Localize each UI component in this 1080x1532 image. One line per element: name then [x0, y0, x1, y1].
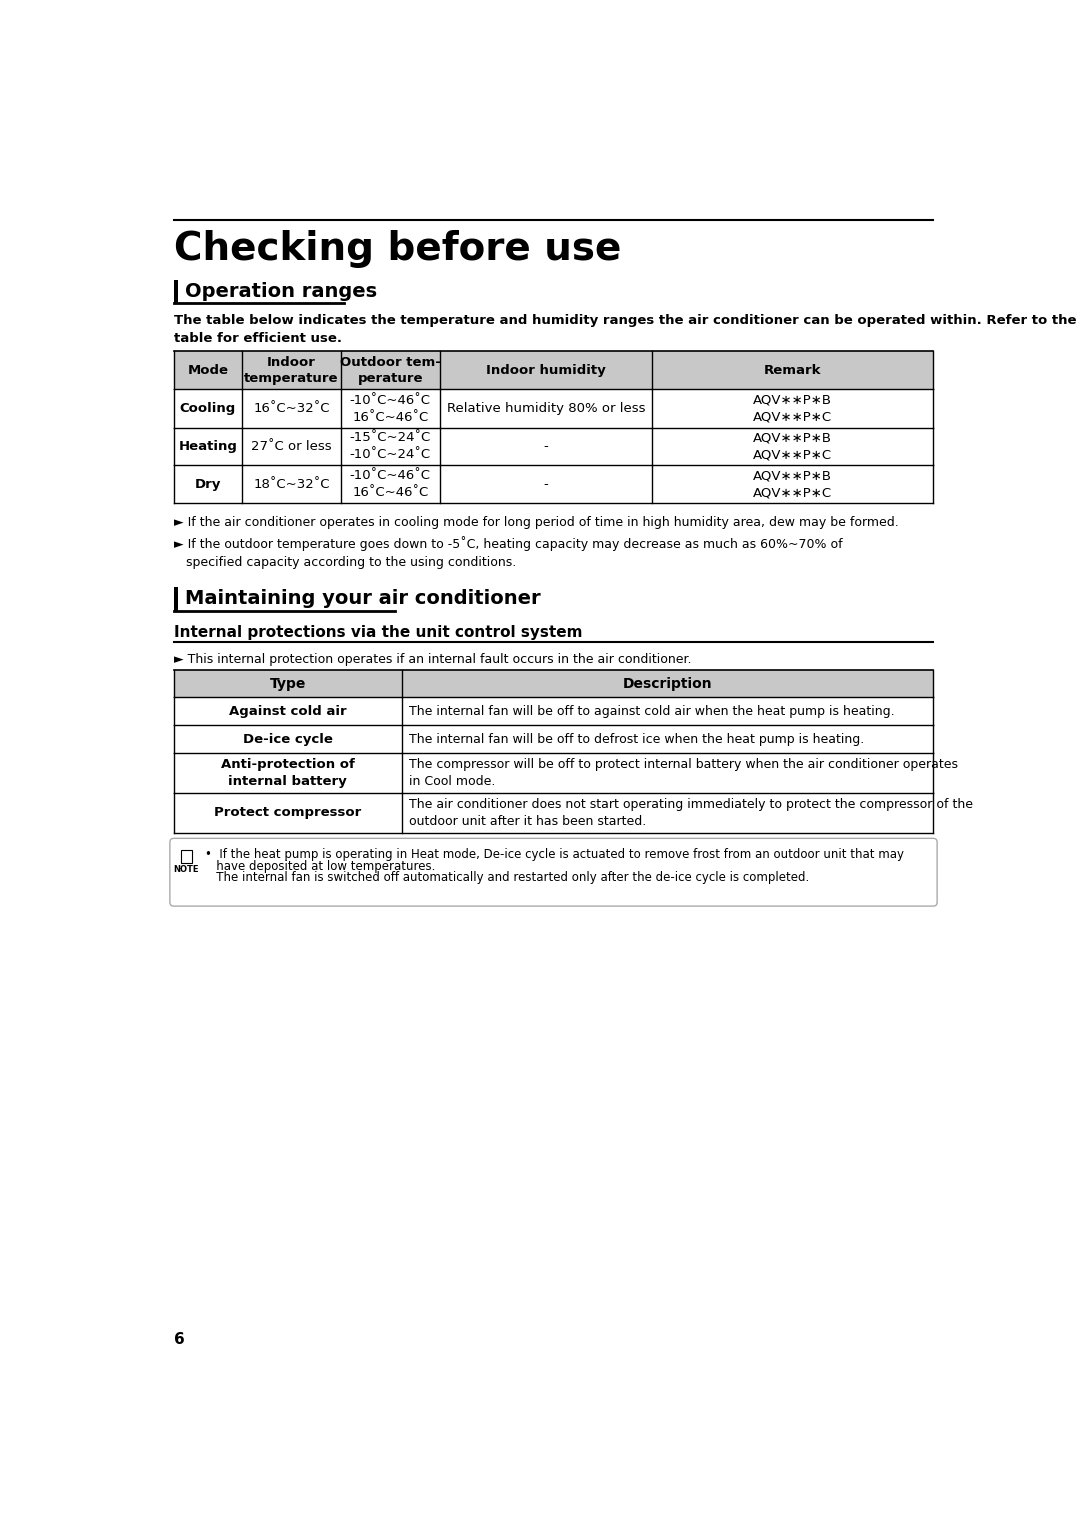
Text: The table below indicates the temperature and humidity ranges the air conditione: The table below indicates the temperatur…	[174, 314, 1077, 346]
Bar	[174, 389, 933, 427]
Text: Mode: Mode	[188, 363, 229, 377]
Text: The internal fan will be off to against cold air when the heat pump is heating.: The internal fan will be off to against …	[409, 705, 895, 719]
Text: Indoor humidity: Indoor humidity	[486, 363, 606, 377]
Text: The air conditioner does not start operating immediately to protect the compress: The air conditioner does not start opera…	[409, 798, 973, 829]
Bar	[174, 351, 933, 389]
Text: -: -	[543, 478, 549, 490]
Text: Type: Type	[270, 677, 306, 691]
Text: Internal protections via the unit control system: Internal protections via the unit contro…	[174, 625, 582, 640]
Text: Dry: Dry	[194, 478, 221, 490]
Bar	[174, 752, 933, 794]
Text: Remark: Remark	[764, 363, 822, 377]
Text: Indoor
temperature: Indoor temperature	[244, 355, 339, 385]
Text: Cooling: Cooling	[179, 403, 237, 415]
Bar	[174, 669, 933, 697]
Text: ► This internal protection operates if an internal fault occurs in the air condi: ► This internal protection operates if a…	[174, 653, 691, 666]
Text: Heating: Heating	[178, 440, 238, 453]
Text: 18˚C~32˚C: 18˚C~32˚C	[253, 478, 329, 490]
Text: 16˚C~32˚C: 16˚C~32˚C	[253, 403, 329, 415]
Text: -10˚C~46˚C
16˚C~46˚C: -10˚C~46˚C 16˚C~46˚C	[350, 469, 431, 499]
Text: AQV∗∗P∗B
AQV∗∗P∗C: AQV∗∗P∗B AQV∗∗P∗C	[753, 469, 833, 499]
Text: Operation ranges: Operation ranges	[185, 282, 377, 302]
Text: Against cold air: Against cold air	[229, 705, 347, 719]
Text: 27˚C or less: 27˚C or less	[252, 440, 332, 453]
FancyBboxPatch shape	[180, 850, 191, 863]
Text: The internal fan will be off to defrost ice when the heat pump is heating.: The internal fan will be off to defrost …	[409, 732, 865, 746]
Text: -10˚C~46˚C
16˚C~46˚C: -10˚C~46˚C 16˚C~46˚C	[350, 394, 431, 424]
Text: Outdoor tem-
perature: Outdoor tem- perature	[340, 355, 441, 385]
Text: Checking before use: Checking before use	[174, 230, 621, 268]
Bar	[174, 794, 933, 833]
Text: Anti-protection of
internal battery: Anti-protection of internal battery	[220, 758, 354, 787]
Bar	[174, 280, 178, 303]
Text: The compressor will be off to protect internal battery when the air conditioner : The compressor will be off to protect in…	[409, 758, 958, 787]
FancyBboxPatch shape	[170, 838, 937, 905]
Text: NOTE: NOTE	[174, 866, 199, 875]
Bar	[174, 697, 933, 725]
Text: 6: 6	[174, 1331, 185, 1347]
Text: -15˚C~24˚C
-10˚C~24˚C: -15˚C~24˚C -10˚C~24˚C	[350, 432, 431, 461]
Text: Maintaining your air conditioner: Maintaining your air conditioner	[185, 590, 540, 608]
Text: ► If the outdoor temperature goes down to -5˚C, heating capacity may decrease as: ► If the outdoor temperature goes down t…	[174, 536, 842, 568]
Text: -: -	[543, 440, 549, 453]
Text: De-ice cycle: De-ice cycle	[243, 732, 333, 746]
Text: Relative humidity 80% or less: Relative humidity 80% or less	[447, 403, 645, 415]
Bar	[174, 587, 178, 611]
Text: The internal fan is switched off automatically and restarted only after the de-i: The internal fan is switched off automat…	[205, 872, 809, 884]
Text: AQV∗∗P∗B
AQV∗∗P∗C: AQV∗∗P∗B AQV∗∗P∗C	[753, 432, 833, 461]
Text: •  If the heat pump is operating in Heat mode, De-ice cycle is actuated to remov: • If the heat pump is operating in Heat …	[205, 849, 904, 861]
Text: ► If the air conditioner operates in cooling mode for long period of time in hig: ► If the air conditioner operates in coo…	[174, 516, 899, 529]
Text: Protect compressor: Protect compressor	[214, 806, 362, 820]
Bar	[174, 427, 933, 464]
Text: AQV∗∗P∗B
AQV∗∗P∗C: AQV∗∗P∗B AQV∗∗P∗C	[753, 394, 833, 424]
Bar	[174, 464, 933, 504]
Text: have deposited at low temperatures.: have deposited at low temperatures.	[205, 859, 435, 873]
Text: Description: Description	[622, 677, 712, 691]
Bar	[174, 725, 933, 752]
